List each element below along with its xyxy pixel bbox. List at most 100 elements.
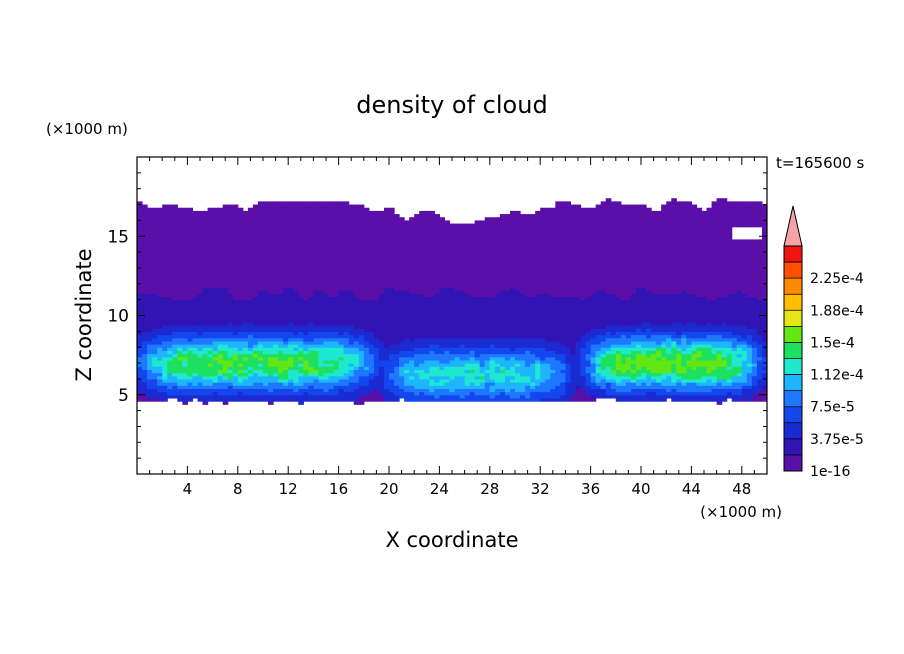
density-cell [358, 375, 365, 386]
density-cell [429, 359, 435, 367]
density-cell [182, 331, 188, 339]
density-cell [701, 331, 708, 339]
density-cell [691, 378, 698, 383]
density-cell [348, 344, 355, 348]
density-cell [666, 394, 672, 399]
density-cell [424, 347, 430, 355]
density-cell [479, 388, 486, 396]
density-cell [646, 375, 652, 386]
density-cell [257, 394, 264, 402]
density-cell [651, 293, 657, 326]
density-cell [399, 366, 405, 377]
density-cell [227, 359, 234, 367]
density-cell [590, 328, 597, 339]
density-cell [273, 382, 279, 390]
density-cell [600, 328, 607, 336]
density-cell [182, 350, 188, 355]
density-cell [242, 388, 249, 396]
density-cell [504, 375, 511, 393]
density-cell [142, 369, 148, 383]
density-cell [545, 391, 551, 399]
density-cell [192, 210, 199, 298]
density-cell [585, 331, 592, 342]
density-cell [706, 340, 713, 345]
colorbar: 1e-163.75e-57.5e-51.12e-41.5e-41.88e-42.… [783, 205, 864, 480]
density-cell [656, 356, 662, 361]
density-cell [207, 337, 214, 345]
density-cell [313, 201, 320, 291]
density-cell [499, 382, 506, 390]
density-cell [691, 337, 698, 342]
density-cell [615, 347, 622, 351]
density-cell [293, 350, 299, 355]
density-cell [353, 337, 360, 342]
density-cell [686, 366, 692, 380]
density-cell [303, 201, 309, 301]
density-cell [192, 372, 199, 377]
density-cell [197, 334, 204, 339]
density-cell [726, 378, 733, 383]
density-cell [570, 353, 577, 396]
density-cell [308, 382, 314, 386]
density-cell [751, 239, 758, 298]
density-cell [696, 366, 703, 380]
density-cell [731, 201, 738, 228]
density-cell [378, 394, 385, 402]
density-cell [620, 375, 627, 380]
density-cell [767, 376, 773, 389]
density-cell [288, 340, 294, 345]
density-cell [242, 375, 249, 380]
density-cell [620, 204, 627, 301]
density-cell [263, 353, 269, 374]
density-cell [595, 350, 602, 358]
density-cell [227, 356, 234, 361]
density-cell [605, 331, 612, 339]
density-cell [525, 350, 531, 367]
density-cell [666, 375, 672, 386]
density-cell [635, 388, 642, 396]
density-cell [252, 344, 259, 348]
density-cell [202, 337, 209, 345]
density-cell [459, 375, 466, 390]
density-cell [293, 347, 299, 351]
density-cell [605, 198, 612, 294]
density-cell [182, 207, 188, 301]
density-cell [383, 347, 390, 361]
density-cell [731, 293, 738, 326]
density-cell [414, 293, 420, 339]
density-cell [701, 344, 708, 348]
density-cell [590, 397, 597, 402]
density-cell [555, 340, 561, 355]
density-cell [736, 347, 743, 355]
density-cell [177, 207, 183, 301]
density-cell [157, 366, 163, 374]
density-cell [429, 375, 435, 380]
density-cell [444, 337, 451, 348]
density-cell [313, 388, 320, 396]
density-cell [756, 299, 763, 336]
density-cell [656, 359, 662, 374]
density-cell [207, 375, 214, 380]
density-cell [726, 353, 733, 367]
density-cell [731, 325, 738, 336]
density-cell [736, 334, 743, 342]
density-cell [711, 375, 718, 383]
density-cell [242, 337, 249, 342]
density-cell [273, 375, 279, 383]
density-cell [741, 350, 748, 361]
density-cell [278, 350, 284, 361]
density-cell [635, 369, 642, 377]
density-cell [313, 369, 320, 374]
density-cell [681, 394, 687, 402]
density-cell [530, 214, 536, 298]
density-cell [177, 347, 183, 351]
density-cell [182, 337, 188, 345]
density-cell [540, 382, 546, 393]
density-cell [222, 344, 229, 351]
density-cell [676, 394, 682, 402]
density-cell [540, 293, 546, 339]
density-cell [681, 353, 687, 367]
density-cell [338, 385, 345, 390]
density-cell [560, 296, 566, 345]
density-cell [404, 290, 410, 339]
